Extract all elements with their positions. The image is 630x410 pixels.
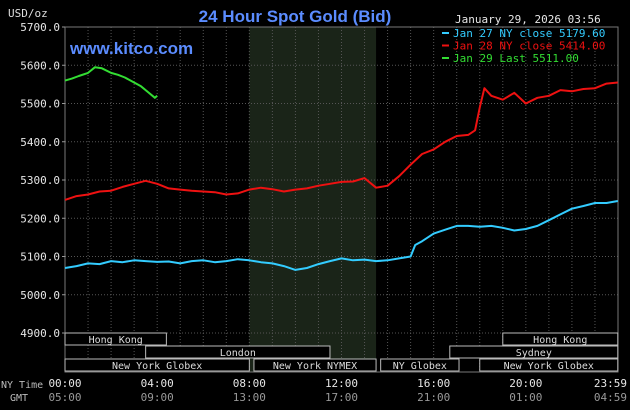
x-tick-label: 04:00 — [141, 377, 174, 390]
market-session-box — [253, 358, 377, 372]
market-session-box — [64, 358, 250, 372]
market-session-box — [145, 345, 331, 359]
gmt-tick-label: 01:00 — [509, 391, 542, 404]
ny-session-shading — [249, 27, 377, 372]
x-tick-label: 00:00 — [48, 377, 81, 390]
series-lines — [64, 66, 618, 271]
y-tick-label: 5100.0 — [20, 251, 60, 264]
gmt-tick-label: 21:00 — [417, 391, 450, 404]
y-axis-label: USD/oz — [8, 7, 48, 20]
series-line — [64, 66, 158, 99]
y-tick-label: 5000.0 — [20, 289, 60, 302]
gmt-tick-label: 05:00 — [48, 391, 81, 404]
market-session-label: Sydney — [516, 348, 552, 359]
gmt-tick-label: 09:00 — [141, 391, 174, 404]
series-line — [64, 81, 618, 201]
market-session-label: New York Globex — [504, 361, 594, 372]
y-tick-label: 5400.0 — [20, 136, 60, 149]
gmt-tick-label: 13:00 — [233, 391, 266, 404]
market-session-label: New York Globex — [112, 361, 202, 372]
market-session-label: Hong Kong — [89, 335, 143, 346]
y-tick-label: 4900.0 — [20, 327, 60, 340]
y-axis: 5700.0 5600.0 5500.0 5400.0 5300.0 5200.0 5100… — [20, 21, 65, 340]
legend-entry: Jan 29 Last 5511.00 — [453, 52, 579, 65]
x-tick-label: 16:00 — [417, 377, 450, 390]
market-session-box — [380, 358, 460, 372]
x-tick-label: 20:00 — [509, 377, 542, 390]
x-tick-label: 23:59 — [594, 377, 627, 390]
ny-time-row-label: NY Time — [1, 380, 43, 391]
y-tick-label: 5300.0 — [20, 174, 60, 187]
legend-entry: Jan 27 NY close 5179.60 — [453, 27, 605, 40]
y-tick-label: 5200.0 — [20, 212, 60, 225]
gmt-tick-label: 17:00 — [325, 391, 358, 404]
x-tick-label: 12:00 — [325, 377, 358, 390]
market-session-box — [449, 345, 619, 359]
series-line — [64, 200, 618, 271]
gmt-tick-label: 04:59 — [594, 391, 627, 404]
market-session-label: Hong Kong — [533, 335, 587, 346]
y-tick-label: 5700.0 — [20, 21, 60, 34]
market-session-label: London — [220, 348, 256, 359]
market-session-box — [479, 358, 619, 372]
market-session-label: New York NYMEX — [273, 361, 357, 372]
y-tick-label: 5600.0 — [20, 59, 60, 72]
brand-link[interactable]: www.kitco.com — [69, 39, 193, 58]
chart-timestamp: January 29, 2026 03:56 — [455, 13, 601, 26]
x-tick-label: 08:00 — [233, 377, 266, 390]
y-tick-label: 5500.0 — [20, 98, 60, 111]
chart-title: 24 Hour Spot Gold (Bid) — [199, 7, 392, 26]
market-session-box — [502, 332, 619, 346]
legend-entry: Jan 28 NY close 5414.00 — [453, 40, 605, 53]
market-session-label: NY Globex — [393, 361, 447, 372]
gmt-row-label: GMT — [10, 393, 28, 404]
market-session-box — [64, 332, 167, 346]
market-sessions: Hong Kong Hong Kong London Sydney New York G… — [64, 332, 619, 372]
